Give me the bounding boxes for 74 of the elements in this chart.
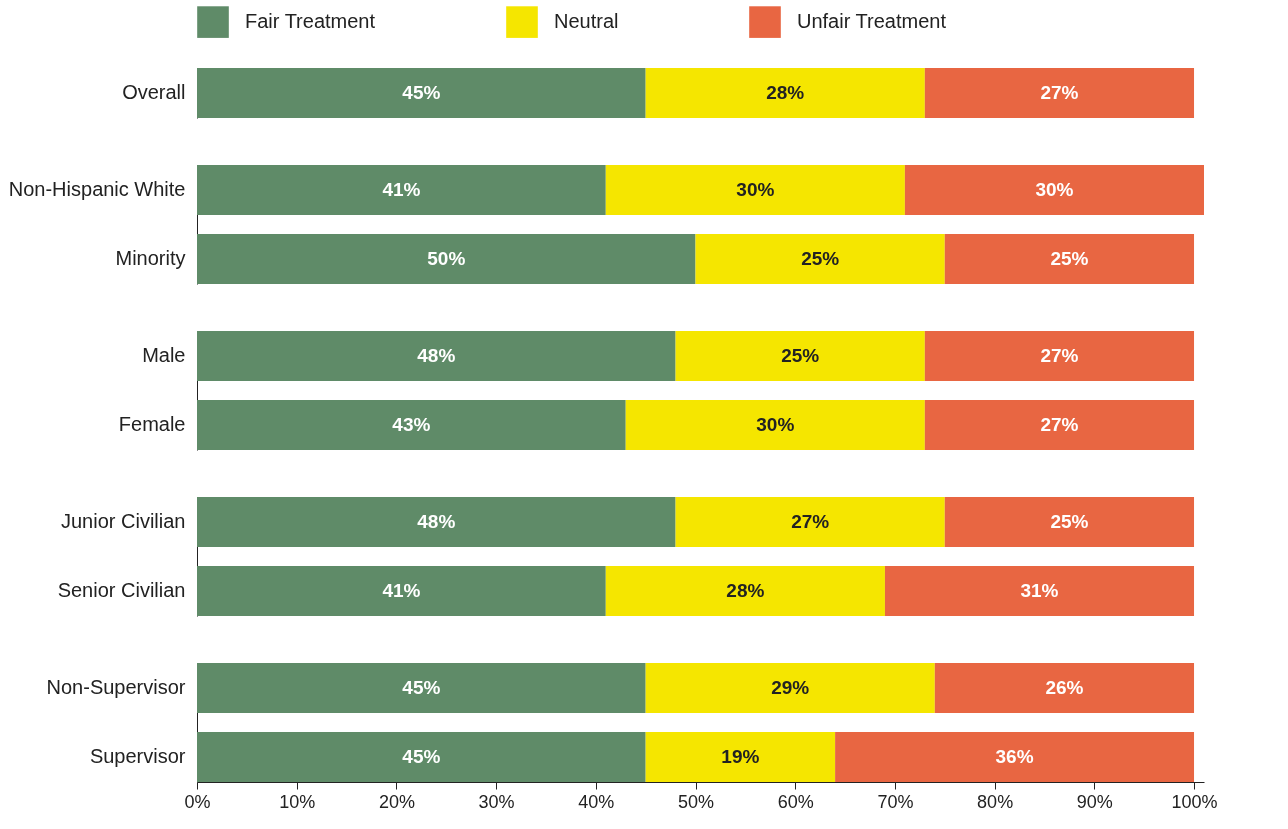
bar — [605, 165, 905, 215]
bar — [904, 165, 1204, 215]
data-label: 27% — [791, 511, 830, 532]
data-label: 45% — [402, 677, 441, 698]
data-label: 27% — [1040, 345, 1079, 366]
data-label: 48% — [417, 345, 456, 366]
bar — [197, 732, 646, 782]
data-label: 26% — [1045, 677, 1084, 698]
data-label: 25% — [781, 345, 820, 366]
bar — [675, 497, 945, 547]
x-tick-label: 30% — [478, 791, 515, 812]
data-label: 45% — [402, 82, 441, 103]
data-label: 41% — [382, 580, 421, 601]
x-tick-label: 100% — [1171, 791, 1218, 812]
data-label: 30% — [1035, 179, 1074, 200]
data-label: 29% — [771, 677, 810, 698]
y-tick-label: Non-Hispanic White — [8, 178, 186, 200]
y-tick-label: Overall — [122, 81, 186, 103]
bar — [197, 165, 606, 215]
data-label: 36% — [995, 746, 1034, 767]
data-label: 43% — [392, 414, 431, 435]
bar — [675, 331, 925, 381]
legend-label: Unfair Treatment — [797, 10, 947, 33]
bar — [197, 234, 696, 284]
x-tick-label: 60% — [777, 791, 814, 812]
x-tick-label: 40% — [578, 791, 615, 812]
x-tick-label: 20% — [378, 791, 415, 812]
x-tick-label: 0% — [184, 791, 211, 812]
bar — [625, 400, 925, 450]
data-label: 25% — [801, 248, 840, 269]
bar — [605, 566, 885, 616]
y-tick-label: Junior Civilian — [61, 510, 186, 532]
bar — [934, 663, 1195, 713]
data-label: 41% — [382, 179, 421, 200]
data-label: 25% — [1050, 248, 1089, 269]
legend-label: Neutral — [554, 10, 619, 33]
data-label: 31% — [1020, 580, 1059, 601]
x-tick-label: 90% — [1076, 791, 1113, 812]
x-tick-label: 10% — [279, 791, 316, 812]
data-label: 28% — [766, 82, 805, 103]
y-tick-label: Non-Supervisor — [46, 676, 186, 698]
bar — [197, 331, 676, 381]
y-tick-label: Supervisor — [89, 745, 186, 767]
bar — [884, 566, 1195, 616]
bar — [645, 663, 935, 713]
data-label: 27% — [1040, 82, 1079, 103]
legend-label: Fair Treatment — [245, 10, 376, 33]
bar — [197, 663, 646, 713]
bar — [197, 566, 606, 616]
x-tick-label: 50% — [678, 791, 715, 812]
data-label: 50% — [427, 248, 466, 269]
y-tick-label: Minority — [115, 247, 186, 269]
bar — [645, 732, 836, 782]
data-label: 30% — [756, 414, 795, 435]
bar — [944, 497, 1195, 547]
data-label: 25% — [1050, 511, 1089, 532]
data-label: 45% — [402, 746, 441, 767]
data-label: 48% — [417, 511, 456, 532]
bar — [197, 400, 626, 450]
data-label: 19% — [721, 746, 760, 767]
data-label: 28% — [726, 580, 765, 601]
bar — [944, 234, 1195, 284]
x-tick-label: 80% — [977, 791, 1014, 812]
data-label: 30% — [736, 179, 775, 200]
bar — [197, 497, 676, 547]
y-tick-label: Senior Civilian — [57, 579, 186, 601]
data-label: 27% — [1040, 414, 1079, 435]
y-tick-label: Male — [142, 344, 186, 366]
y-tick-label: Female — [118, 413, 186, 435]
bar — [924, 400, 1195, 450]
bar — [924, 331, 1195, 381]
bar — [695, 234, 945, 284]
x-tick-label: 70% — [877, 791, 914, 812]
bar — [835, 732, 1195, 782]
